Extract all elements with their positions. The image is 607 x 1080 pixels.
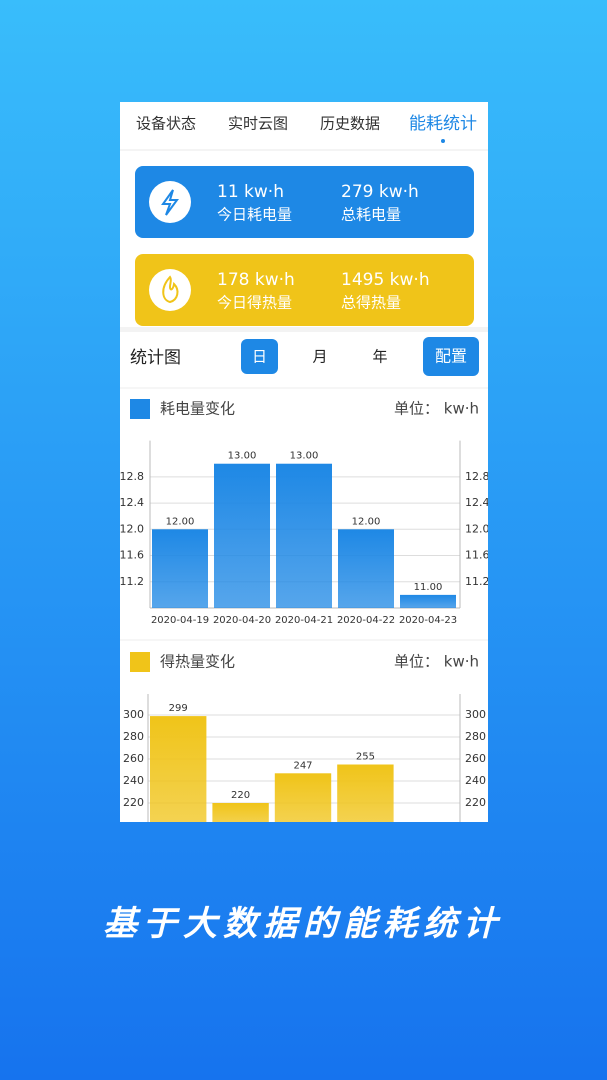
heat-card — [135, 254, 474, 326]
y-tick-label: 260 — [123, 752, 144, 765]
config-button[interactable] — [423, 337, 479, 376]
value-label: 255 — [356, 752, 375, 763]
legend-swatch — [130, 652, 150, 672]
power-card — [135, 166, 474, 238]
y2-tick-label: 12.4 — [465, 496, 490, 509]
y-tick-label: 12.0 — [120, 522, 145, 535]
card-value: 178 kw·h — [217, 270, 295, 290]
y-tick-label: 220 — [123, 796, 144, 809]
card-label: 今日得热量 — [217, 294, 292, 312]
y2-tick-label: 11.6 — [465, 549, 490, 562]
value-label: 12.00 — [166, 516, 195, 527]
unit-label: 单位： kw·h — [394, 400, 479, 418]
y2-tick-label: 260 — [465, 752, 486, 765]
x-tick-label: 2020-04-19 — [151, 615, 209, 626]
y2-tick-label: 280 — [465, 730, 486, 743]
y-tick-label: 300 — [123, 708, 144, 721]
y-tick-label: 11.2 — [120, 575, 145, 588]
y-tick-label: 12.4 — [120, 496, 145, 509]
section-gap — [120, 327, 488, 332]
bar — [150, 716, 207, 822]
y-tick-label: 11.6 — [120, 549, 145, 562]
y-tick-label: 240 — [123, 774, 144, 787]
tab[interactable]: 历史数据 — [320, 115, 380, 133]
config-label[interactable]: 配置 — [435, 347, 467, 366]
value-label: 220 — [231, 790, 250, 801]
card-label: 总耗电量 — [341, 206, 401, 224]
card-label: 今日耗电量 — [217, 206, 292, 224]
value-label: 299 — [169, 703, 188, 714]
unit-label: 单位： kw·h — [394, 653, 479, 671]
power-icon — [149, 181, 191, 223]
card-value: 1495 kw·h — [341, 270, 430, 290]
tab-indicator — [441, 139, 445, 143]
flame-icon — [162, 275, 179, 304]
period[interactable]: 月 — [312, 348, 327, 366]
y2-tick-label: 12.8 — [465, 470, 490, 483]
x-tick-label: 2020-04-23 — [399, 615, 457, 626]
bar — [274, 773, 332, 822]
stats-title: 统计图 — [130, 348, 181, 368]
x-tick-label: 2020-04-21 — [275, 615, 333, 626]
bar — [214, 463, 270, 608]
bar — [337, 764, 394, 822]
value-label: 12.00 — [352, 516, 381, 527]
bar — [212, 803, 269, 822]
bar — [276, 463, 332, 608]
slogan: 基于大数据的能耗统计 — [103, 904, 503, 944]
tab[interactable]: 设备状态 — [136, 115, 196, 133]
y2-tick-label: 12.0 — [465, 522, 490, 535]
y2-tick-label: 300 — [465, 708, 486, 721]
y-tick-label: 12.8 — [120, 470, 145, 483]
tab-active[interactable]: 能耗统计 — [409, 114, 477, 134]
period[interactable]: 年 — [372, 348, 387, 366]
card-label: 总得热量 — [341, 294, 401, 312]
y2-tick-label: 220 — [465, 796, 486, 809]
app-screen: 设备状态 实时云图 历史数据 能耗统计 11 kw·h 今日耗电量 279 kw… — [120, 102, 490, 822]
x-tick-label: 2020-04-20 — [213, 615, 271, 626]
bar — [338, 529, 394, 608]
value-label: 13.00 — [228, 451, 257, 462]
bar — [400, 594, 456, 608]
chart-title: 得热量变化 — [160, 653, 235, 671]
chart-title: 耗电量变化 — [160, 400, 235, 418]
value-label: 11.00 — [414, 582, 443, 593]
tab[interactable]: 实时云图 — [228, 115, 288, 133]
card-value: 279 kw·h — [341, 182, 419, 202]
bar — [152, 529, 208, 608]
value-label: 247 — [293, 760, 312, 771]
day-button[interactable] — [241, 339, 278, 374]
value-label: 13.00 — [290, 451, 319, 462]
x-tick-label: 2020-04-22 — [337, 615, 395, 626]
legend-swatch — [130, 399, 150, 419]
y-tick-label: 280 — [123, 730, 144, 743]
card-value: 11 kw·h — [217, 182, 284, 202]
period[interactable]: 日 — [252, 348, 267, 366]
y2-tick-label: 11.2 — [465, 575, 490, 588]
bolt-icon — [161, 189, 179, 216]
y2-tick-label: 240 — [465, 774, 486, 787]
